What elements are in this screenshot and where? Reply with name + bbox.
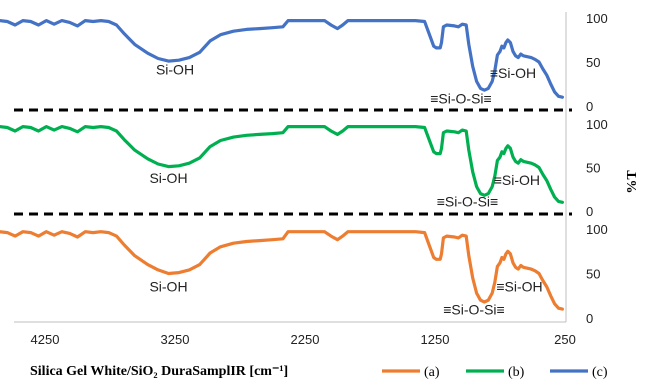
y-axis: 0 50 100 0 50 100 0 50 100: [565, 11, 608, 326]
x-tick-label: 2250: [291, 332, 320, 347]
spectrum-panel: Si-OH ≡Si-O-Si≡ ≡Si-OH: [0, 19, 564, 106]
legend-entry: (a): [382, 365, 440, 380]
x-tick-label: 250: [554, 332, 576, 347]
series-line: [0, 230, 564, 311]
spectrum-panel: Si-OH ≡Si-O-Si≡ ≡Si-OH: [0, 230, 564, 317]
peak-annotation: ≡Si-OH: [496, 278, 542, 294]
y-tick-label: 0: [586, 99, 593, 114]
y-tick-label: 50: [586, 267, 600, 282]
peak-annotation: ≡Si-O-Si≡: [430, 90, 491, 106]
y-tick-label: 100: [586, 11, 608, 26]
y-tick-label: 50: [586, 55, 600, 70]
x-axis: 4250 3250 2250 1250 250: [14, 321, 576, 347]
x-axis-label: Silica Gel White/SiO₂ DuraSamplIR [cm⁻¹]: [30, 364, 288, 379]
y-tick-label: 50: [586, 161, 600, 176]
legend-entry: (b): [466, 365, 525, 380]
peak-annotation: ≡Si-OH: [490, 65, 536, 81]
y-tick-label: 100: [586, 117, 608, 132]
peak-annotation: ≡Si-O-Si≡: [443, 301, 504, 317]
peak-annotation: ≡Si-O-Si≡: [437, 194, 498, 210]
legend-label: (c): [592, 365, 608, 380]
x-tick-label: 4250: [31, 332, 60, 347]
y-tick-label: 100: [586, 222, 608, 237]
spectra-panels: Si-OH ≡Si-O-Si≡ ≡Si-OH Si-OH ≡Si-O-Si≡ ≡Si-OH…: [0, 19, 564, 317]
peak-annotation: Si-OH: [149, 278, 187, 294]
series-line: [0, 19, 564, 99]
legend-label: (b): [508, 365, 525, 380]
peak-annotation: Si-OH: [149, 170, 187, 186]
peak-annotation: ≡Si-OH: [494, 172, 540, 188]
series-line: [0, 125, 564, 204]
panel-separators: [14, 108, 572, 216]
legend-label: (a): [424, 365, 440, 380]
legend: (a) (b) (c): [382, 365, 608, 380]
x-tick-label: 3250: [161, 332, 190, 347]
y-axis-label: %T: [625, 170, 640, 194]
x-tick-label: 1250: [421, 332, 450, 347]
y-tick-label: 0: [586, 311, 593, 326]
y-tick-label: 0: [586, 204, 593, 219]
spectrum-panel: Si-OH ≡Si-O-Si≡ ≡Si-OH: [0, 125, 564, 210]
peak-annotation: Si-OH: [156, 61, 194, 77]
legend-entry: (c): [550, 365, 608, 380]
